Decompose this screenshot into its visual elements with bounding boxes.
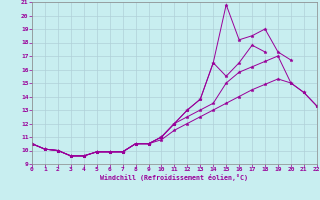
X-axis label: Windchill (Refroidissement éolien,°C): Windchill (Refroidissement éolien,°C) <box>100 174 248 181</box>
